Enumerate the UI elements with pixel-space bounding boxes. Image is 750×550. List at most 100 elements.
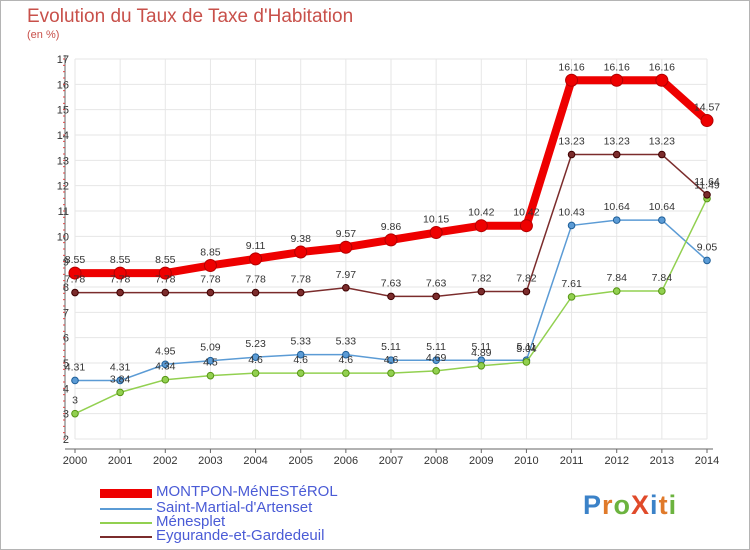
data-point (296, 288, 305, 297)
data-point (567, 150, 576, 159)
data-label: 7.61 (561, 278, 582, 290)
y-tick-label: 3 (63, 409, 69, 421)
data-point (342, 283, 350, 292)
data-label: 7.78 (65, 274, 86, 286)
data-label: 7.78 (155, 274, 176, 286)
data-label: 3.84 (110, 373, 131, 385)
grid-lines (74, 58, 708, 440)
data-label: 13.23 (649, 136, 675, 148)
x-tick-label: 2004 (243, 455, 267, 467)
data-point (71, 288, 79, 297)
data-point (477, 361, 486, 370)
x-tick-label: 2001 (108, 455, 132, 467)
data-label: 7.84 (606, 272, 627, 284)
y-tick-label: 9 (63, 257, 69, 269)
data-label: 10.64 (649, 201, 675, 213)
data-label: 7.84 (652, 272, 673, 284)
data-label: 5.23 (245, 338, 266, 350)
y-tick-label: 14 (57, 130, 69, 142)
data-point (522, 358, 531, 366)
data-point (703, 256, 711, 265)
data-point (477, 287, 486, 296)
x-tick-label: 2002 (153, 455, 177, 467)
legend-swatch (100, 508, 152, 510)
data-point (296, 369, 305, 377)
data-label: 7.82 (471, 273, 492, 285)
x-tick-label: 2006 (334, 455, 358, 467)
legend-label: Saint-Martial-d'Artenset (156, 499, 313, 516)
data-label: 4.89 (471, 347, 492, 359)
data-label: 4.6 (339, 354, 354, 366)
data-point (612, 216, 621, 224)
data-point (432, 292, 440, 301)
data-label: 4.31 (110, 361, 131, 373)
y-tick-label: 17 (57, 54, 69, 66)
data-point (116, 376, 124, 385)
data-point (206, 371, 215, 380)
data-label: 4.5 (203, 357, 218, 369)
data-point (519, 219, 533, 233)
data-point (474, 219, 488, 233)
data-point (116, 288, 124, 297)
y-tick-label: 13 (57, 155, 69, 167)
data-label: 4.6 (384, 354, 399, 366)
y-tick-label: 11 (58, 206, 69, 218)
data-point (565, 73, 579, 87)
data-label: 9.11 (246, 240, 266, 252)
chart-unit-label: (en %) (27, 29, 60, 41)
data-label: 3 (72, 395, 78, 407)
y-tick-label: 4 (63, 383, 69, 395)
data-point (658, 216, 666, 224)
data-point (387, 292, 395, 301)
data-label: 8.55 (65, 254, 86, 266)
y-tick-label: 5 (63, 358, 69, 370)
data-point (296, 350, 305, 359)
data-point (71, 376, 79, 385)
legend-swatch (100, 536, 152, 538)
data-label: 16.16 (649, 61, 675, 73)
data-label: 7.78 (200, 274, 221, 286)
data-label: 16.16 (604, 61, 630, 73)
data-point (342, 350, 350, 359)
legend-label: Eygurande-et-Gardedeuil (156, 527, 325, 544)
data-point (161, 288, 170, 297)
data-point (206, 356, 215, 365)
data-point (294, 245, 308, 259)
data-point (342, 369, 350, 377)
data-point (206, 288, 215, 297)
data-point (658, 287, 666, 295)
data-point (384, 233, 398, 247)
data-label: 4.34 (155, 361, 176, 373)
data-label: 16.16 (558, 61, 584, 73)
data-label: 9.38 (290, 233, 311, 245)
data-label: 7.78 (290, 274, 311, 286)
data-label: 9.05 (697, 241, 718, 253)
data-label: 5.33 (336, 336, 357, 348)
data-point (251, 369, 260, 377)
data-point (249, 252, 263, 266)
x-tick-label: 2008 (424, 455, 448, 467)
legend-label: MONTPON-MéNESTéROL (156, 483, 338, 500)
data-label: 9.57 (336, 228, 357, 240)
data-point (251, 288, 260, 297)
x-tick-label: 2009 (469, 455, 493, 467)
data-labels: 8.55 8.55 8.55 8.85 9.11 9.38 9.57 9.86 10.15 10.… (65, 61, 721, 406)
data-point (158, 266, 172, 280)
y-tick-label: 2 (63, 434, 69, 446)
data-label: 8.55 (155, 254, 176, 266)
logo-letter: i (668, 490, 678, 520)
data-point (71, 409, 79, 418)
legend-swatch (100, 488, 152, 498)
data-point (700, 114, 714, 128)
data-label: 7.78 (110, 274, 131, 286)
data-point (432, 367, 440, 375)
data-point (610, 73, 624, 87)
data-label: 5.11 (517, 341, 537, 353)
data-label: 5.11 (471, 341, 491, 353)
series-lines (68, 73, 714, 418)
proxiti-logo: ProXiti (583, 490, 677, 521)
data-label: 10.43 (558, 206, 584, 218)
data-label: 10.42 (468, 207, 494, 219)
x-tick-label: 2000 (63, 455, 87, 467)
